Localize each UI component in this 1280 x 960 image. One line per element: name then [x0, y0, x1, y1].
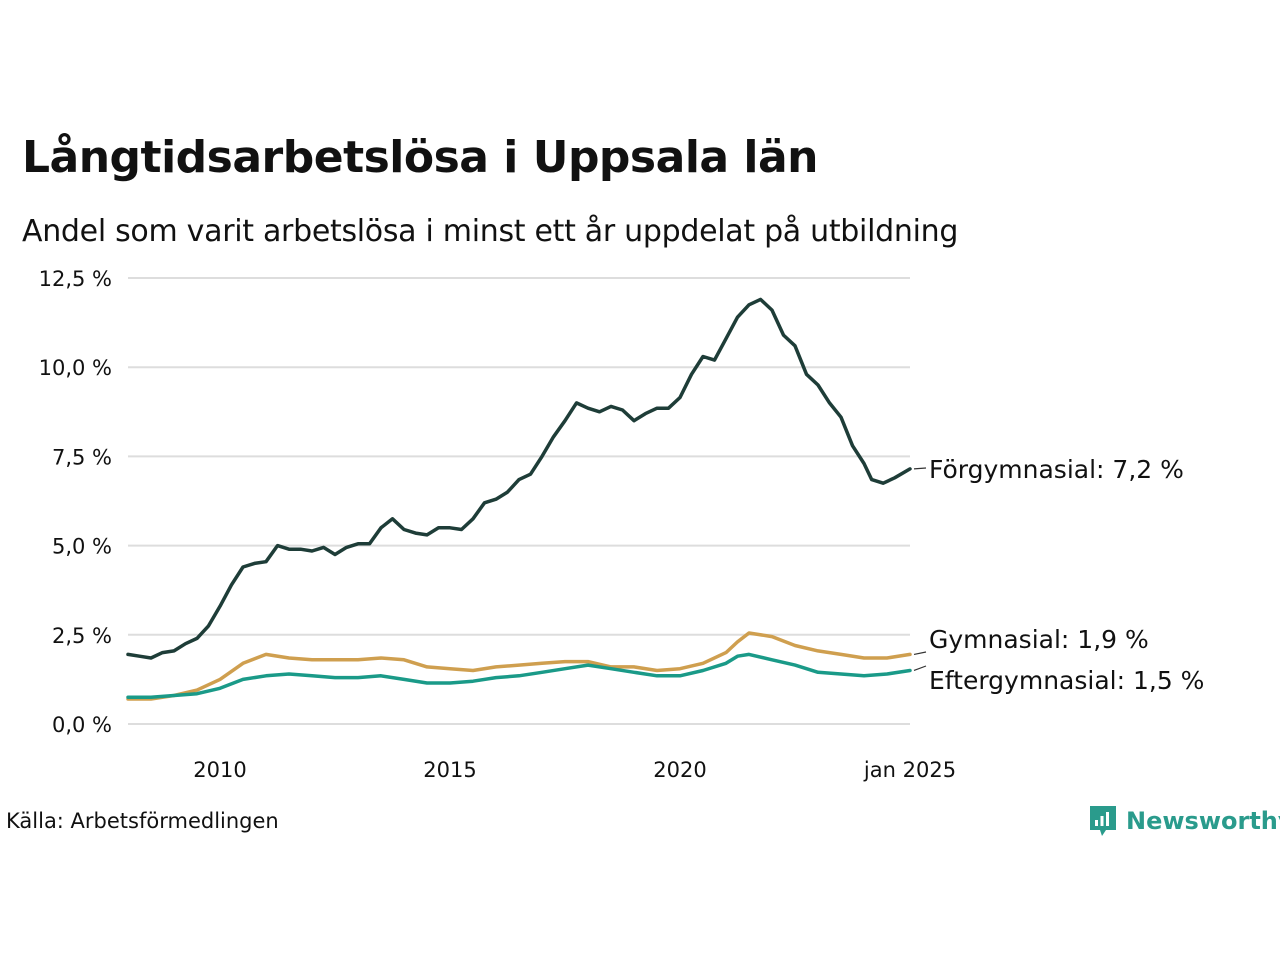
y-axis-ticks: 0,0 % 2,5 % 5,0 % 7,5 % 10,0 % 12,5 %: [39, 267, 112, 737]
y-tick-label: 12,5 %: [39, 267, 112, 291]
series-line-gymnasial: [126, 631, 912, 701]
label-leader-line: [913, 651, 927, 656]
y-tick-label: 10,0 %: [39, 356, 112, 380]
newsworthy-logo-icon: [1090, 806, 1116, 836]
brand-name: Newsworthy: [1126, 807, 1280, 835]
series-lines: [126, 297, 912, 701]
x-tick-label: jan 2025: [863, 758, 956, 782]
x-tick-label: 2020: [653, 758, 706, 782]
series-line-förgymnasial: [126, 297, 912, 660]
chart-subtitle: Andel som varit arbetslösa i minst ett å…: [22, 214, 959, 249]
y-tick-label: 5,0 %: [52, 535, 112, 559]
y-tick-label: 7,5 %: [52, 445, 112, 469]
y-tick-label: 0,0 %: [52, 713, 112, 737]
grid-lines: [128, 277, 910, 725]
series-end-label: Förgymnasial: 7,2 %: [929, 455, 1184, 484]
line-chart: 0,0 %2,5 %5,0 %7,5 %10,0 %12,5 % 2010 201…: [39, 267, 1205, 782]
series-end-label: Gymnasial: 1,9 %: [929, 625, 1149, 654]
series-end-labels: Förgymnasial: 7,2 % Gymnasial: 1,9 % Efter…: [913, 455, 1204, 695]
y-tick-label: 2,5 %: [52, 624, 112, 648]
label-leader-line: [913, 665, 927, 672]
brand-logo: Newsworthy: [1088, 804, 1280, 838]
source-note: Källa: Arbetsförmedlingen: [6, 809, 279, 833]
series-end-label: Eftergymnasial: 1,5 %: [929, 666, 1204, 695]
label-leader-line: [913, 467, 927, 470]
x-tick-label: 2010: [193, 758, 246, 782]
x-tick-label: 2015: [423, 758, 476, 782]
chart-title: Långtidsarbetslösa i Uppsala län: [22, 132, 819, 183]
x-axis-ticks: 2010 2015 2020 jan 2025: [193, 758, 956, 782]
series-line-eftergymnasial: [126, 652, 912, 699]
